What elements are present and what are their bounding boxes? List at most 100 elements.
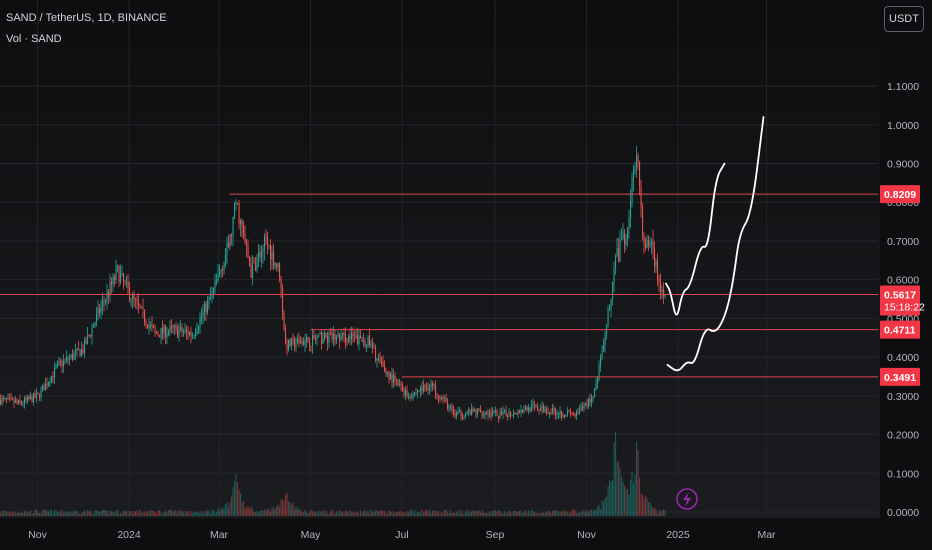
volume-bar [387, 513, 389, 516]
lightning-icon[interactable] [676, 488, 698, 510]
candle-body [391, 373, 393, 383]
candle-body [522, 409, 524, 413]
candle-body [589, 398, 591, 403]
volume-bar [388, 510, 390, 516]
candle-body [333, 333, 335, 340]
volume-bar [127, 513, 129, 516]
candle-body [264, 236, 266, 249]
volume-indicator-label[interactable]: Vol · SAND [6, 33, 62, 45]
volume-bar [259, 511, 261, 516]
candle-body [375, 348, 377, 361]
time-tick: Nov [28, 529, 47, 541]
volume-bar [324, 512, 326, 516]
price-tick: 0.7000 [887, 236, 919, 248]
candle-body [67, 357, 69, 360]
volume-bar [112, 511, 114, 516]
candle-body [604, 333, 606, 346]
volume-bar [192, 513, 194, 516]
volume-bar [553, 510, 555, 516]
candle-body [3, 398, 5, 399]
candle-body [354, 336, 356, 338]
candle-body [114, 275, 116, 281]
volume-bar [307, 513, 309, 516]
volume-bar [100, 511, 102, 516]
candle-body [345, 334, 347, 343]
candle-body [52, 375, 54, 378]
candle-body [346, 342, 348, 343]
volume-bar [546, 511, 548, 516]
volume-bar [424, 510, 426, 516]
volume-bar [663, 509, 665, 516]
candle-body [351, 333, 353, 340]
volume-bar [66, 512, 68, 516]
candle-body [214, 280, 216, 288]
volume-bar [618, 461, 620, 516]
volume-bar [82, 511, 84, 516]
candle-body [498, 415, 500, 418]
volume-bar [180, 511, 182, 516]
price-axis: 0.00000.10000.20000.30000.40000.50000.60… [880, 0, 932, 519]
volume-bar [564, 511, 566, 516]
candle-body [606, 326, 608, 334]
candle-body [459, 411, 461, 412]
candle-body [12, 398, 14, 400]
volume-bar [210, 513, 212, 516]
volume-bar [135, 511, 137, 516]
volume-bar [426, 509, 428, 516]
candle-body [348, 336, 350, 343]
candle-body [460, 411, 462, 417]
candle-body [168, 331, 170, 335]
volume-bar [22, 512, 24, 516]
volume-bar [136, 510, 138, 516]
volume-bar [559, 511, 561, 516]
volume-bar [4, 510, 6, 516]
volume-bar [357, 512, 359, 516]
candle-body [244, 233, 246, 244]
volume-bar [114, 512, 116, 516]
volume-bar [649, 502, 651, 516]
candle-body [273, 251, 275, 266]
volume-bar [121, 513, 123, 516]
volume-bar [280, 499, 282, 516]
candle-body [108, 291, 110, 296]
candle-body [511, 415, 513, 416]
volume-bar [183, 512, 185, 516]
candle-body [189, 332, 191, 336]
candle-body [349, 336, 351, 340]
volume-bar [520, 510, 522, 516]
volume-bar [519, 510, 521, 516]
volume-bar [27, 512, 29, 516]
candle-body [639, 161, 641, 187]
volume-bar [63, 512, 65, 516]
volume-bar [409, 510, 411, 516]
candle-body [411, 397, 413, 399]
candle-body [580, 406, 582, 411]
volume-bar [310, 509, 312, 516]
candle-body [631, 178, 633, 202]
candle-body [193, 335, 195, 336]
volume-bar [171, 509, 173, 516]
volume-bar [154, 512, 156, 516]
candle-body [310, 345, 312, 347]
candle-body [655, 261, 657, 266]
candle-body [196, 330, 198, 334]
candle-body [117, 265, 119, 269]
volume-bar [481, 510, 483, 516]
candle-body [364, 341, 366, 347]
volume-bar [580, 512, 582, 516]
candle-body [499, 412, 501, 418]
currency-button[interactable]: USDT [884, 6, 924, 32]
volume-bar [490, 512, 492, 516]
volume-bar [9, 511, 11, 516]
volume-bar [373, 511, 375, 516]
volume-bar [235, 474, 237, 516]
volume-bar [178, 510, 180, 516]
price-label-bg [880, 285, 920, 316]
candle-body [225, 254, 227, 263]
volume-bar [48, 511, 50, 516]
volume-bar [214, 512, 216, 516]
candle-body [255, 262, 257, 270]
candle-body [27, 396, 29, 400]
volume-bar [327, 513, 329, 516]
